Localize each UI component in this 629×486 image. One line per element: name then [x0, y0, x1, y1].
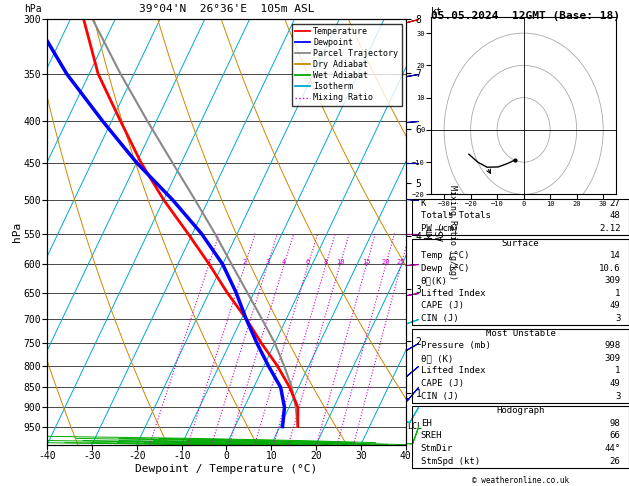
Legend: Temperature, Dewpoint, Parcel Trajectory, Dry Adiabat, Wet Adiabat, Isotherm, Mi: Temperature, Dewpoint, Parcel Trajectory… [291, 24, 401, 106]
Text: Totals Totals: Totals Totals [421, 211, 491, 220]
Text: 309: 309 [604, 277, 620, 285]
Y-axis label: km
ASL: km ASL [424, 223, 446, 241]
Text: Mixing Ratio (g/kg): Mixing Ratio (g/kg) [448, 185, 457, 279]
Text: © weatheronline.co.uk: © weatheronline.co.uk [472, 475, 569, 485]
Text: StmDir: StmDir [421, 444, 453, 453]
Text: 4: 4 [282, 259, 286, 265]
Bar [412, 329, 629, 402]
Text: 1: 1 [615, 289, 620, 298]
Text: 3: 3 [615, 392, 620, 400]
Text: SREH: SREH [421, 432, 442, 440]
Text: 309: 309 [604, 354, 620, 363]
Bar [412, 406, 629, 468]
Text: 1: 1 [615, 366, 620, 376]
Text: kt: kt [431, 7, 443, 17]
Text: 05.05.2024  12GMT (Base: 18): 05.05.2024 12GMT (Base: 18) [431, 11, 620, 21]
Text: 49: 49 [610, 379, 620, 388]
Text: 10.6: 10.6 [599, 264, 620, 273]
Text: EH: EH [421, 419, 431, 428]
Text: PW (cm): PW (cm) [421, 224, 459, 233]
Bar [412, 239, 629, 325]
Text: 20: 20 [382, 259, 390, 265]
Text: θᴇ(K): θᴇ(K) [421, 277, 448, 285]
Text: Surface: Surface [502, 239, 539, 248]
Text: CIN (J): CIN (J) [421, 314, 459, 323]
Text: 15: 15 [362, 259, 370, 265]
Y-axis label: hPa: hPa [12, 222, 22, 242]
Text: Hodograph: Hodograph [496, 406, 545, 416]
Text: Lifted Index: Lifted Index [421, 289, 485, 298]
Text: 1: 1 [206, 259, 211, 265]
Text: K: K [421, 199, 426, 208]
Text: Dewp (°C): Dewp (°C) [421, 264, 469, 273]
Text: 3: 3 [615, 314, 620, 323]
Text: CAPE (J): CAPE (J) [421, 301, 464, 311]
Text: 27: 27 [610, 199, 620, 208]
Text: 3: 3 [265, 259, 270, 265]
Text: CAPE (J): CAPE (J) [421, 379, 464, 388]
Text: 26: 26 [610, 456, 620, 466]
Text: 2.12: 2.12 [599, 224, 620, 233]
Text: Most Unstable: Most Unstable [486, 329, 555, 338]
Text: 49: 49 [610, 301, 620, 311]
Text: θᴇ (K): θᴇ (K) [421, 354, 453, 363]
Text: 14: 14 [610, 251, 620, 260]
Text: 25: 25 [397, 259, 406, 265]
Text: CIN (J): CIN (J) [421, 392, 459, 400]
Text: 39°04'N  26°36'E  105m ASL: 39°04'N 26°36'E 105m ASL [138, 4, 314, 14]
Text: Temp (°C): Temp (°C) [421, 251, 469, 260]
Text: 2: 2 [243, 259, 247, 265]
Text: LCL: LCL [407, 422, 422, 431]
Text: 98: 98 [610, 419, 620, 428]
Text: 8: 8 [324, 259, 328, 265]
Text: hPa: hPa [24, 4, 42, 14]
Text: 10: 10 [336, 259, 344, 265]
Text: 48: 48 [610, 211, 620, 220]
Text: 998: 998 [604, 341, 620, 350]
X-axis label: Dewpoint / Temperature (°C): Dewpoint / Temperature (°C) [135, 464, 318, 474]
Text: Lifted Index: Lifted Index [421, 366, 485, 376]
Text: StmSpd (kt): StmSpd (kt) [421, 456, 480, 466]
Text: 6: 6 [306, 259, 310, 265]
Text: 44°: 44° [604, 444, 620, 453]
Text: 66: 66 [610, 432, 620, 440]
Text: Pressure (mb): Pressure (mb) [421, 341, 491, 350]
Bar [412, 199, 629, 235]
